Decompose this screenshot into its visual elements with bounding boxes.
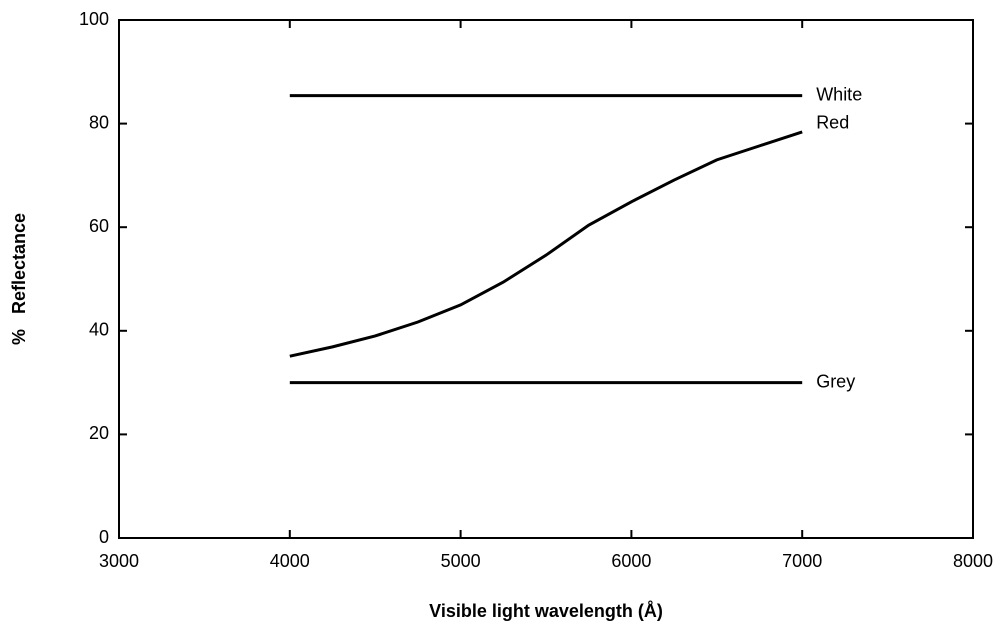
y-tick-label: 40 xyxy=(89,320,109,340)
y-tick-label: 60 xyxy=(89,216,109,236)
x-axis-label: Visible light wavelength (Å) xyxy=(429,601,663,621)
x-tick-label: 5000 xyxy=(441,551,481,571)
y-tick-label: 100 xyxy=(79,9,109,29)
x-tick-label: 3000 xyxy=(99,551,139,571)
series-label: White xyxy=(816,84,862,104)
y-tick-label: 20 xyxy=(89,423,109,443)
x-tick-label: 4000 xyxy=(270,551,310,571)
series-label: Red xyxy=(816,113,849,133)
plot-frame xyxy=(118,19,974,539)
x-tick-label: 6000 xyxy=(611,551,651,571)
series-label: Grey xyxy=(816,371,855,391)
x-tick-label: 7000 xyxy=(782,551,822,571)
x-tick-label: 8000 xyxy=(953,551,993,571)
y-tick-label: 0 xyxy=(99,527,109,547)
series-line xyxy=(289,130,803,358)
y-tick-label: 80 xyxy=(89,112,109,132)
y-axis-label: % Reflectance xyxy=(9,213,29,345)
